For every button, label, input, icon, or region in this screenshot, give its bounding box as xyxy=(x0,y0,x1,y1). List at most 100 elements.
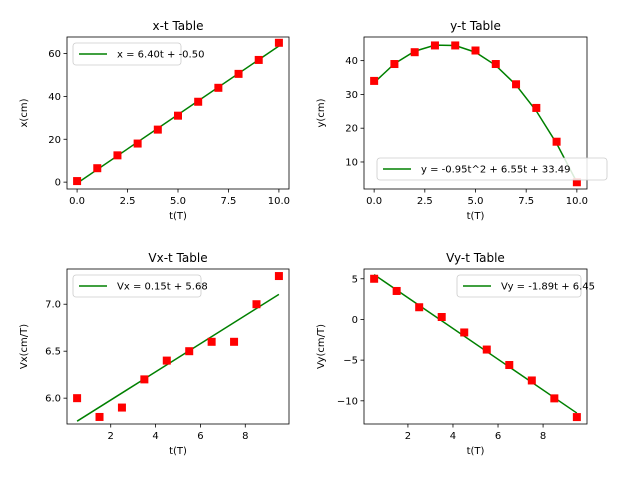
data-point xyxy=(390,60,399,69)
data-point xyxy=(230,337,239,346)
data-point xyxy=(162,356,171,365)
data-point xyxy=(274,38,283,47)
data-point xyxy=(194,97,203,106)
y-axis-label: Vx(cm/T) xyxy=(19,324,30,369)
x-tick-label: 4 xyxy=(152,431,158,442)
data-point xyxy=(430,41,439,50)
x-tick-label: 2 xyxy=(108,431,114,442)
data-point xyxy=(73,394,82,403)
legend-box xyxy=(376,157,608,181)
data-point xyxy=(491,60,500,69)
fit-line xyxy=(373,274,578,414)
chart-title: Vy-t Table xyxy=(446,251,505,265)
chart-panel-1: x-t Table 0.0 2.5 5.0 7.5 10.0 0 20 40 60 t(T) x(cm… xyxy=(19,19,290,222)
legend-label: x = 6.40t + -0.50 xyxy=(117,50,204,61)
data-point xyxy=(185,347,194,356)
x-tick-label: 6 xyxy=(197,431,203,442)
x-axis-label: t(T) xyxy=(169,446,187,457)
y-tick-label: 20 xyxy=(48,135,61,146)
x-tick-label: 4 xyxy=(450,431,456,442)
x-tick-label: 5.0 xyxy=(468,196,484,207)
data-point xyxy=(174,111,182,120)
data-point xyxy=(133,139,142,148)
x-tick-label: 2.5 xyxy=(417,196,433,207)
data-point xyxy=(95,412,104,421)
x-tick-label: 7.5 xyxy=(518,196,534,207)
data-point xyxy=(532,103,541,112)
data-point xyxy=(392,286,401,295)
data-point xyxy=(254,55,263,64)
y-tick-label: 20 xyxy=(345,124,358,135)
data-point xyxy=(214,83,223,92)
data-point xyxy=(73,177,82,186)
chart-panel-2: y-t Table 0.0 2.5 5.0 7.5 10.0 10 20 30 40 t(T) y(c… xyxy=(316,19,608,222)
x-tick-label: 0.0 xyxy=(69,196,85,207)
x-axis-label: t(T) xyxy=(467,211,485,222)
data-point xyxy=(550,394,559,403)
data-point xyxy=(552,137,561,146)
y-axis-label: y(cm) xyxy=(316,98,327,127)
legend-label: y = -0.95t^2 + 6.55t + 33.49 xyxy=(421,165,570,176)
y-tick-label: −10 xyxy=(337,396,358,407)
y-axis-label: x(cm) xyxy=(19,98,30,127)
data-point xyxy=(437,313,446,322)
chart-panel-4: Vy-t Table 2 4 6 8 −10 −5 0 5 t(T) Vy(cm/T) Vy = -1… xyxy=(316,251,595,457)
data-point xyxy=(274,272,283,281)
legend: y = -0.95t^2 + 6.55t + 33.49 xyxy=(376,157,608,181)
y-tick-label: 6.5 xyxy=(45,347,61,358)
x-tick-label: 7.5 xyxy=(221,196,237,207)
fit-line xyxy=(76,293,280,422)
chart-title: Vx-t Table xyxy=(148,251,207,265)
y-tick-label: 60 xyxy=(48,49,61,60)
plot-frame xyxy=(66,268,290,425)
data-point xyxy=(140,375,149,384)
y-tick-label: 40 xyxy=(48,92,61,103)
data-point xyxy=(572,413,581,422)
chart-panel-3: Vx-t Table 2 4 6 8 6.0 6.5 7.0 t(T) Vx(cm/T) Vx = … xyxy=(19,251,290,457)
data-point xyxy=(505,361,514,370)
data-point xyxy=(234,69,243,78)
data-point xyxy=(93,164,102,173)
data-point xyxy=(370,76,379,85)
data-point xyxy=(113,151,122,160)
y-tick-label: −5 xyxy=(343,356,358,367)
y-tick-label: 10 xyxy=(345,157,358,168)
data-point xyxy=(482,345,491,354)
x-axis-label: t(T) xyxy=(169,211,187,222)
data-point xyxy=(370,274,379,283)
chart-title: x-t Table xyxy=(153,19,204,33)
data-point xyxy=(252,300,261,309)
x-tick-label: 2 xyxy=(405,431,411,442)
data-point xyxy=(410,48,419,57)
y-tick-label: 0 xyxy=(55,178,61,189)
y-tick-label: 0 xyxy=(352,315,358,326)
legend-label: Vx = 0.15t + 5.68 xyxy=(117,282,208,293)
data-point xyxy=(460,328,469,337)
legend-box xyxy=(72,274,202,298)
legend-label: Vy = -1.89t + 6.45 xyxy=(501,282,595,293)
x-tick-label: 6 xyxy=(495,431,501,442)
x-tick-label: 10.0 xyxy=(268,196,290,207)
data-point xyxy=(572,178,581,187)
data-point xyxy=(207,337,216,346)
x-tick-label: 5.0 xyxy=(170,196,186,207)
x-axis-label: t(T) xyxy=(467,446,485,457)
data-point xyxy=(153,125,162,134)
x-tick-label: 2.5 xyxy=(120,196,136,207)
chart-title: y-t Table xyxy=(450,19,501,33)
legend-box xyxy=(72,42,182,66)
y-tick-label: 40 xyxy=(345,56,358,67)
data-point xyxy=(451,41,460,50)
legend: Vy = -1.89t + 6.45 xyxy=(456,274,595,298)
y-axis-label: Vy(cm/T) xyxy=(316,324,327,369)
plot-frame xyxy=(363,268,588,425)
data-point xyxy=(527,376,536,385)
legend-box xyxy=(456,274,582,298)
data-point xyxy=(471,46,480,55)
data-point xyxy=(512,80,521,89)
x-tick-label: 10.0 xyxy=(566,196,588,207)
y-tick-label: 6.0 xyxy=(45,394,61,405)
y-tick-label: 30 xyxy=(345,90,358,101)
data-point xyxy=(117,403,126,412)
